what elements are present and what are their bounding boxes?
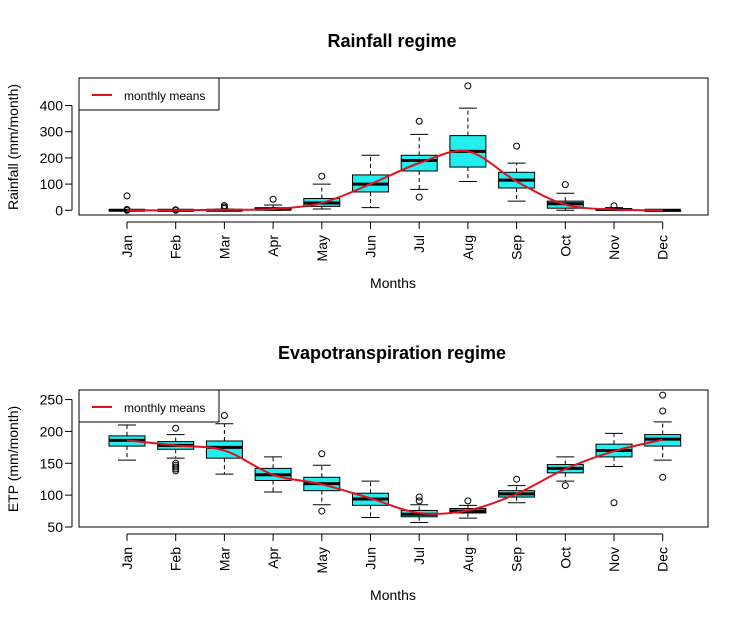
x-tick-label: Feb bbox=[168, 235, 184, 259]
legend-label: monthly means bbox=[124, 401, 205, 415]
x-tick-label: Jan bbox=[119, 235, 135, 258]
rainfall-chart: Rainfall regime monthly means Months Rai… bbox=[5, 31, 709, 291]
outlier-point bbox=[123, 192, 131, 200]
x-tick-label: Oct bbox=[557, 235, 573, 257]
x-tick-label: May bbox=[314, 547, 330, 573]
x-tick-label: Jun bbox=[363, 235, 379, 258]
y-tick-label: 250 bbox=[40, 392, 64, 408]
x-tick-label: Nov bbox=[606, 547, 622, 572]
x-axis-label: Months bbox=[370, 587, 416, 603]
outlier-point bbox=[464, 497, 472, 505]
plot-frame bbox=[78, 389, 709, 528]
plot-area bbox=[108, 391, 682, 524]
outlier-point bbox=[561, 482, 569, 490]
x-tick-label: Jul bbox=[411, 547, 427, 565]
x-tick-label: Apr bbox=[265, 235, 281, 257]
outlier-point bbox=[172, 461, 180, 469]
outlier-point bbox=[172, 424, 180, 432]
y-tick-label: 150 bbox=[40, 455, 64, 471]
outlier-point bbox=[220, 202, 228, 210]
y-axis-label: Rainfall (mm/month) bbox=[5, 84, 21, 210]
outlier-point bbox=[464, 82, 472, 90]
legend: monthly means bbox=[78, 389, 220, 423]
etp-chart: Evapotranspiration regime monthly means … bbox=[5, 343, 709, 603]
outlier-point bbox=[659, 407, 667, 415]
y-tick-label: 300 bbox=[40, 124, 64, 140]
x-tick-label: Oct bbox=[557, 547, 573, 569]
x-tick-label: Dec bbox=[655, 235, 671, 260]
outlier-point bbox=[513, 142, 521, 150]
x-tick-label: Nov bbox=[606, 235, 622, 260]
y-tick-label: 200 bbox=[40, 423, 64, 439]
outlier-point bbox=[220, 411, 228, 419]
y-axis-label: ETP (mm/month) bbox=[5, 406, 21, 512]
outlier-point bbox=[318, 172, 326, 180]
x-tick-label: Jan bbox=[119, 547, 135, 570]
outlier-point bbox=[415, 117, 423, 125]
legend-label: monthly means bbox=[124, 89, 205, 103]
x-tick-label: Sep bbox=[509, 235, 525, 260]
x-tick-label: Aug bbox=[460, 235, 476, 260]
x-tick-label: Dec bbox=[655, 547, 671, 572]
x-axis-label: Months bbox=[370, 275, 416, 291]
chart-title: Rainfall regime bbox=[327, 31, 456, 51]
chart-title: Evapotranspiration regime bbox=[278, 343, 506, 363]
x-tick-label: Sep bbox=[509, 547, 525, 572]
y-tick-label: 0 bbox=[55, 202, 63, 218]
y-tick-label: 100 bbox=[40, 176, 64, 192]
y-tick-label: 100 bbox=[40, 487, 64, 503]
outlier-point bbox=[269, 195, 277, 203]
monthly-means-line bbox=[126, 149, 663, 212]
outlier-point bbox=[172, 463, 180, 471]
outlier-point bbox=[659, 473, 667, 481]
outlier-point bbox=[318, 507, 326, 515]
outlier-point bbox=[561, 181, 569, 189]
x-tick-label: Aug bbox=[460, 547, 476, 572]
outlier-point bbox=[659, 391, 667, 399]
outlier-point bbox=[415, 493, 423, 501]
monthly-means-line bbox=[126, 438, 663, 515]
y-tick-label: 200 bbox=[40, 150, 64, 166]
outlier-point bbox=[415, 193, 423, 201]
x-tick-label: Jun bbox=[363, 547, 379, 570]
y-tick-label: 50 bbox=[47, 519, 63, 535]
plot-area bbox=[108, 82, 682, 214]
x-tick-label: Jul bbox=[411, 235, 427, 253]
outlier-point bbox=[318, 450, 326, 458]
x-tick-label: Mar bbox=[216, 235, 232, 259]
plot-frame bbox=[78, 77, 709, 216]
outlier-point bbox=[172, 459, 180, 467]
outlier-point bbox=[610, 499, 618, 507]
x-tick-label: Feb bbox=[168, 547, 184, 571]
x-tick-label: Apr bbox=[265, 547, 281, 569]
outlier-point bbox=[513, 475, 521, 483]
x-tick-label: Mar bbox=[216, 547, 232, 571]
legend: monthly means bbox=[78, 77, 220, 111]
outlier-point bbox=[415, 497, 423, 505]
y-tick-label: 400 bbox=[40, 98, 64, 114]
x-tick-label: May bbox=[314, 235, 330, 261]
